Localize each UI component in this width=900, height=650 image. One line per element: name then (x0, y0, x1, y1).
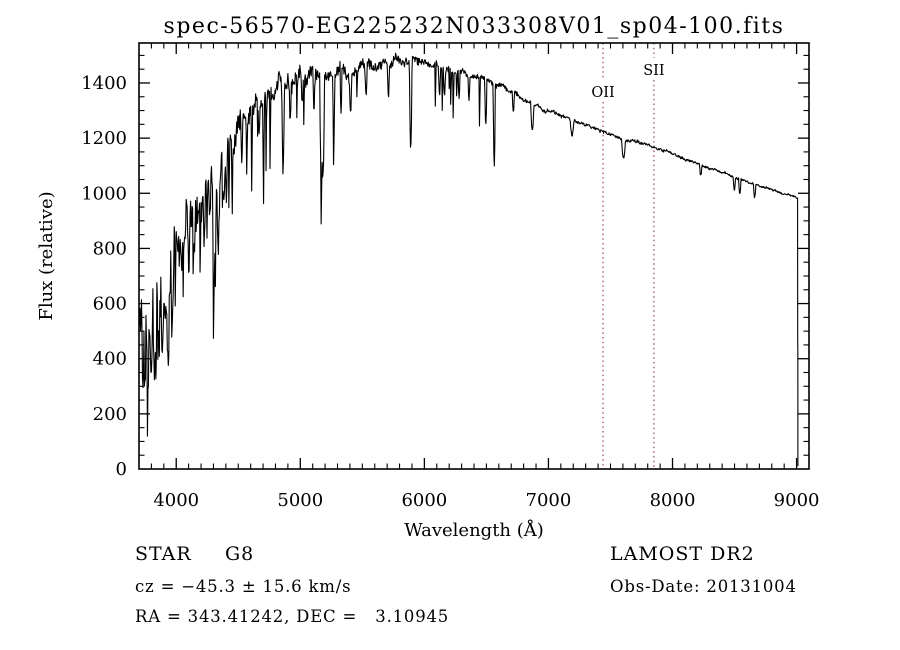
x-tick-label: 9000 (774, 490, 820, 511)
reference-lines-layer: OII SII (591, 43, 665, 469)
x-tick-label: 8000 (650, 490, 696, 511)
y-tick-label: 800 (93, 238, 127, 259)
y-tick-label: 600 (93, 294, 127, 315)
y-tick-label: 1000 (81, 183, 127, 204)
x-tick-label: 7000 (526, 490, 572, 511)
plot-title: spec-56570-EG225232N033308V01_sp04-100.f… (164, 14, 785, 39)
x-tick-label: 6000 (401, 490, 447, 511)
x-tick-label: 4000 (153, 490, 199, 511)
object-subclass-label: G8 (225, 543, 254, 565)
axes-layer: 4000 5000 6000 7000 8000 9000 0 200 400 600 800 100… (81, 43, 819, 511)
y-tick-label: 1400 (81, 73, 127, 94)
reference-line-label: SII (643, 63, 664, 79)
y-tick-label: 1200 (81, 128, 127, 149)
spectrum-line (138, 52, 799, 467)
reference-line-label: OII (591, 85, 614, 101)
y-tick-label: 0 (116, 459, 127, 480)
y-tick-label: 400 (93, 349, 127, 370)
y-tick-label: 200 (93, 404, 127, 425)
x-tick-label: 5000 (277, 490, 323, 511)
cz-value-text: cz = −45.3 ± 15.6 km/s (135, 577, 351, 596)
survey-release-label: LAMOST DR2 (610, 543, 755, 565)
obs-date-text: Obs-Date: 20131004 (610, 577, 797, 596)
x-axis-label: Wavelength (Å) (404, 519, 544, 541)
y-axis-label: Flux (relative) (36, 191, 57, 320)
object-class-label: STAR (135, 543, 192, 565)
ra-dec-text: RA = 343.41242, DEC = 3.10945 (135, 607, 449, 626)
plot-box (138, 42, 810, 470)
